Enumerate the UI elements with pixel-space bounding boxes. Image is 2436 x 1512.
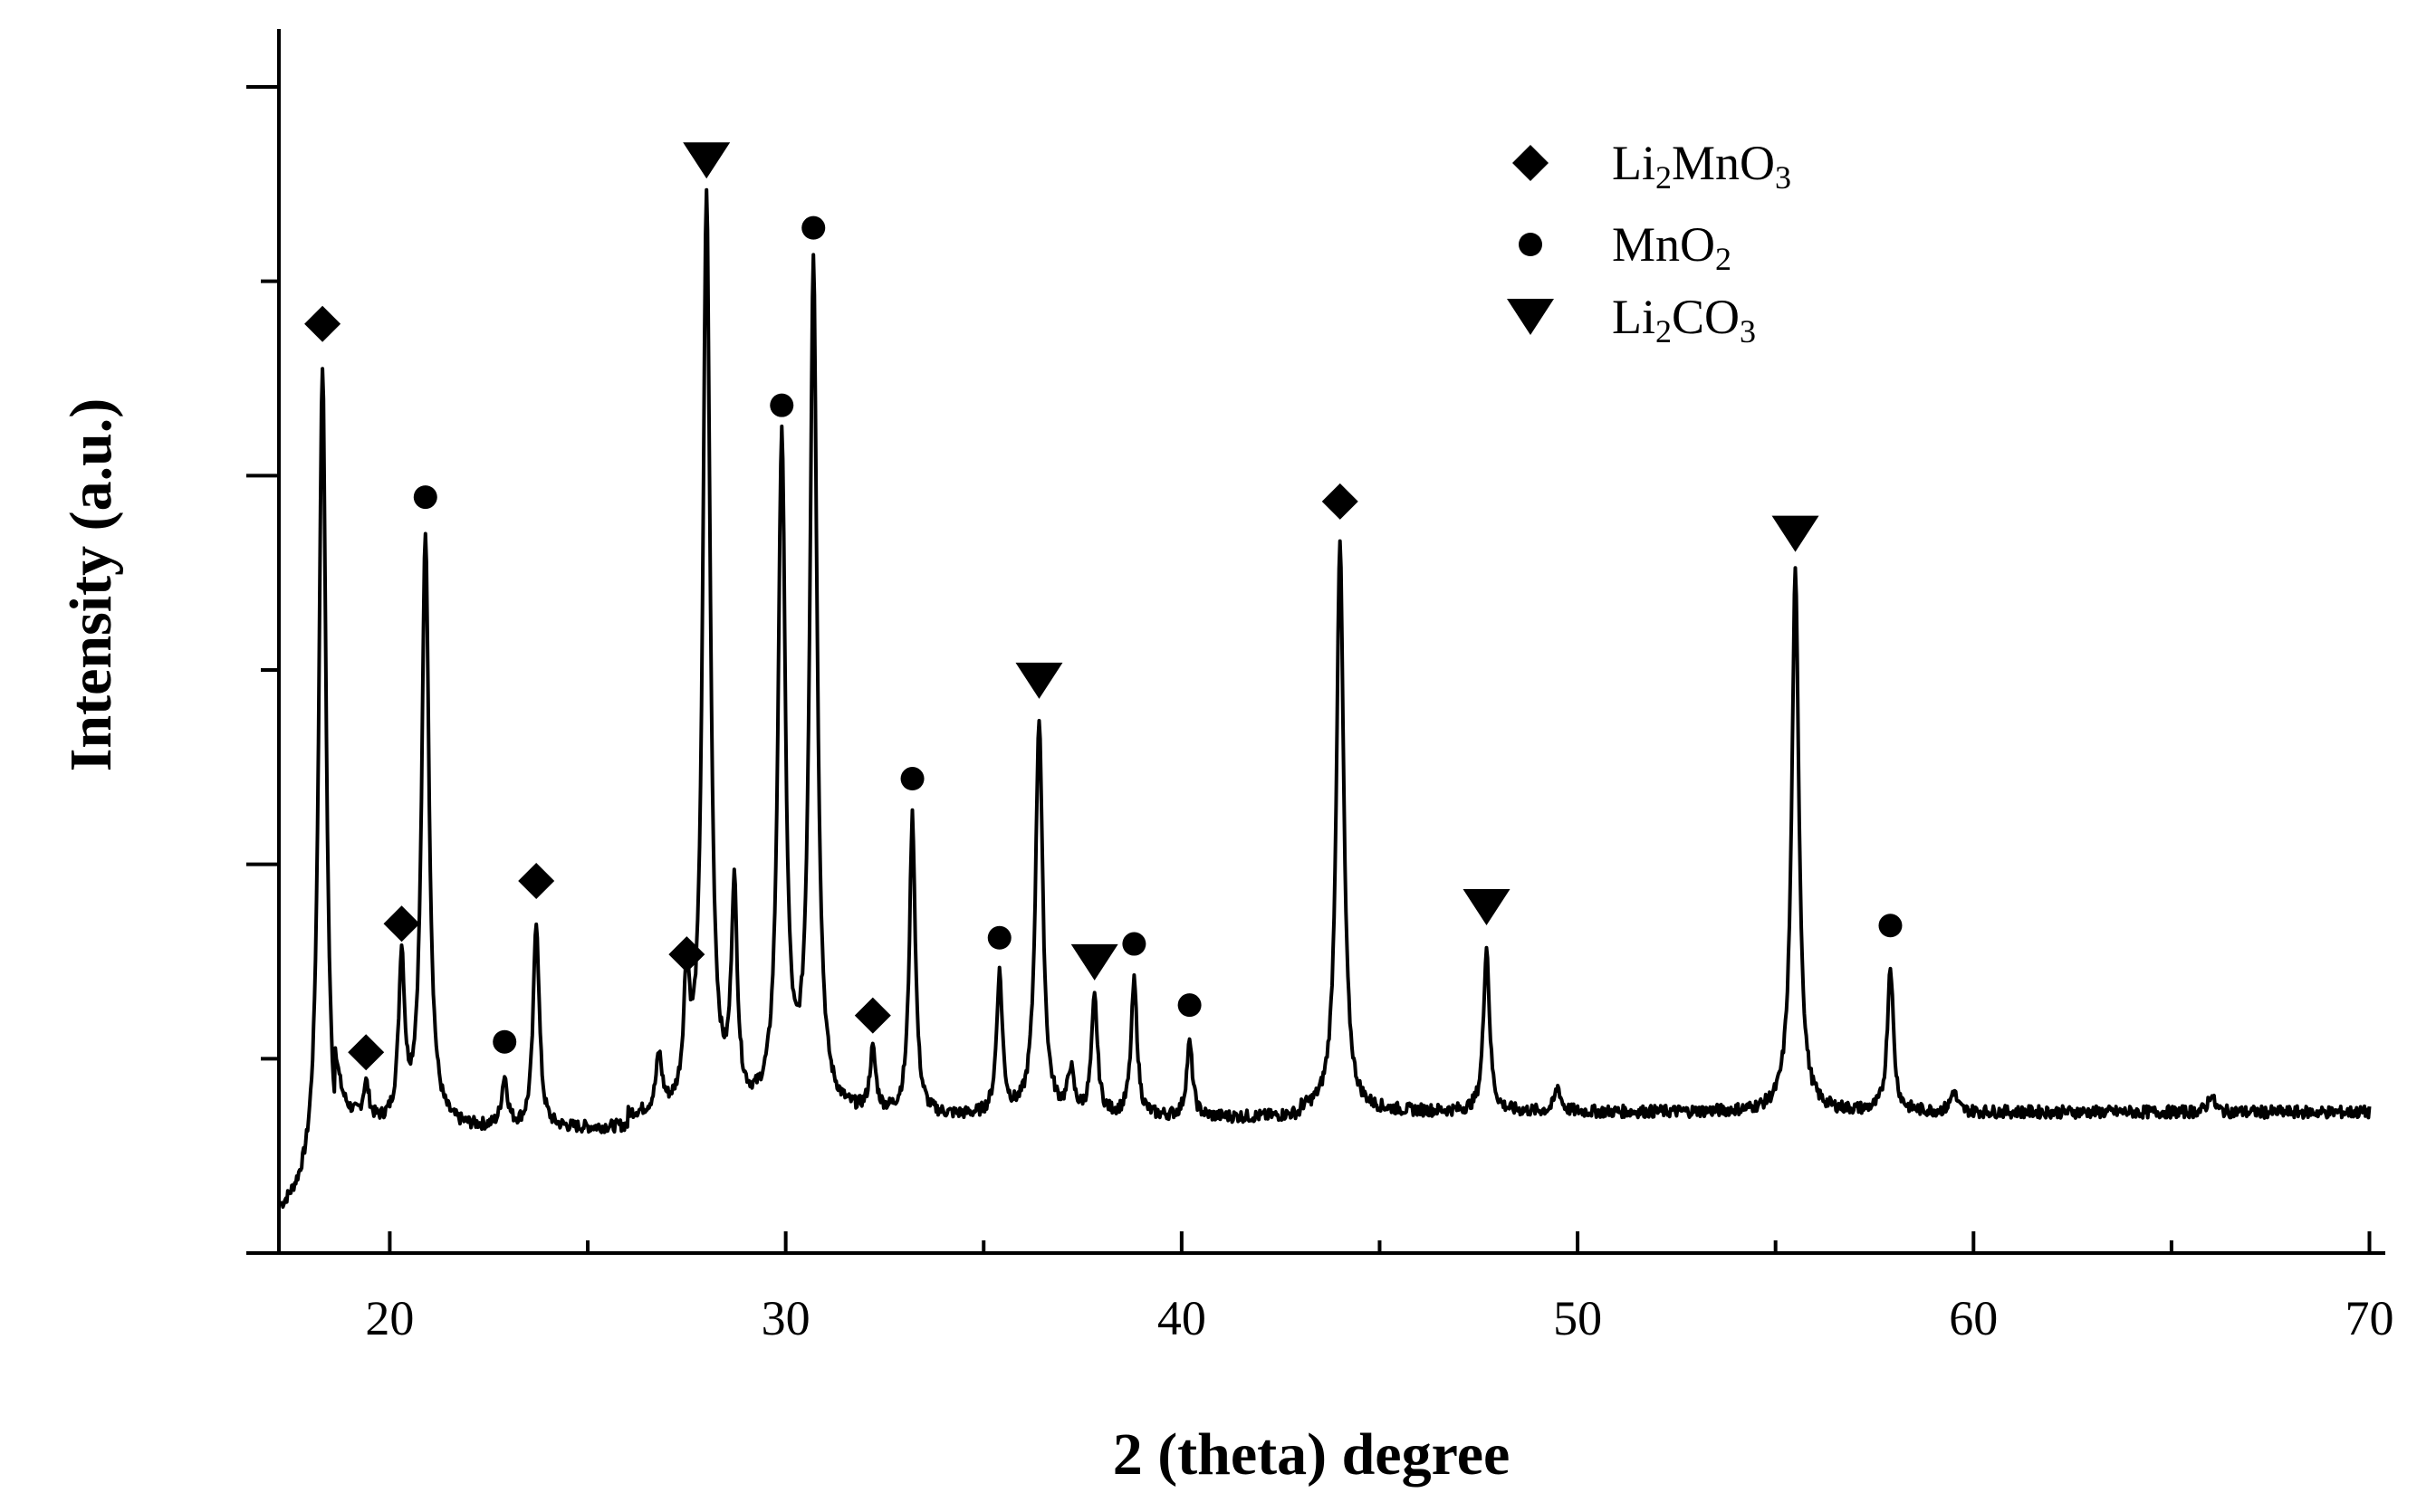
circle-peak-marker [801, 215, 826, 240]
x-tick-label: 40 [1157, 1291, 1206, 1345]
circle-peak-marker [1878, 914, 1903, 938]
y-axis-title: Intensity (a.u.) [58, 398, 124, 772]
diamond-peak-marker [383, 905, 420, 943]
x-tick-label: 60 [1949, 1291, 1998, 1345]
x-tick-label: 50 [1553, 1291, 1602, 1345]
circle-peak-marker [900, 767, 925, 791]
triangle-down-peak-marker [683, 142, 731, 179]
x-axis-title: 2 (theta) degree [1113, 1421, 1511, 1488]
legend-label: Li2MnO3 [1612, 136, 1791, 196]
legend-label: MnO2 [1612, 217, 1731, 277]
triangle-down-peak-marker [1070, 943, 1118, 981]
diamond-peak-marker [668, 936, 705, 973]
circle-peak-marker [413, 485, 437, 510]
x-tick-labels: 20 30 40 50 60 70 [365, 1291, 2393, 1345]
peak-markers [304, 142, 1903, 1071]
x-tick-label: 30 [762, 1291, 810, 1345]
triangle-down-peak-marker [1771, 515, 1819, 552]
diamond-peak-marker [854, 997, 891, 1034]
legend: Li2MnO3 MnO2 Li2CO3 [1507, 136, 1791, 349]
circle-peak-marker [1122, 932, 1146, 956]
diamond-legend-marker [1512, 145, 1549, 181]
axes [246, 29, 2385, 1255]
x-tick-label: 70 [2345, 1291, 2394, 1345]
circle-peak-marker [493, 1029, 517, 1054]
triangle-down-peak-marker [1463, 889, 1511, 925]
xrd-pattern-line [279, 187, 2372, 1210]
circle-peak-marker [987, 925, 1012, 950]
circle-peak-marker [1177, 993, 1202, 1018]
diamond-peak-marker [1321, 483, 1358, 520]
x-tick-label: 20 [365, 1291, 414, 1345]
diamond-peak-marker [518, 862, 555, 899]
diamond-peak-marker [304, 305, 341, 342]
diamond-peak-marker [348, 1034, 385, 1071]
legend-label: Li2CO3 [1612, 290, 1756, 349]
triangle-down-legend-marker [1507, 299, 1554, 335]
triangle-down-peak-marker [1015, 662, 1063, 699]
circle-peak-marker [770, 393, 794, 417]
circle-legend-marker [1519, 233, 1542, 256]
